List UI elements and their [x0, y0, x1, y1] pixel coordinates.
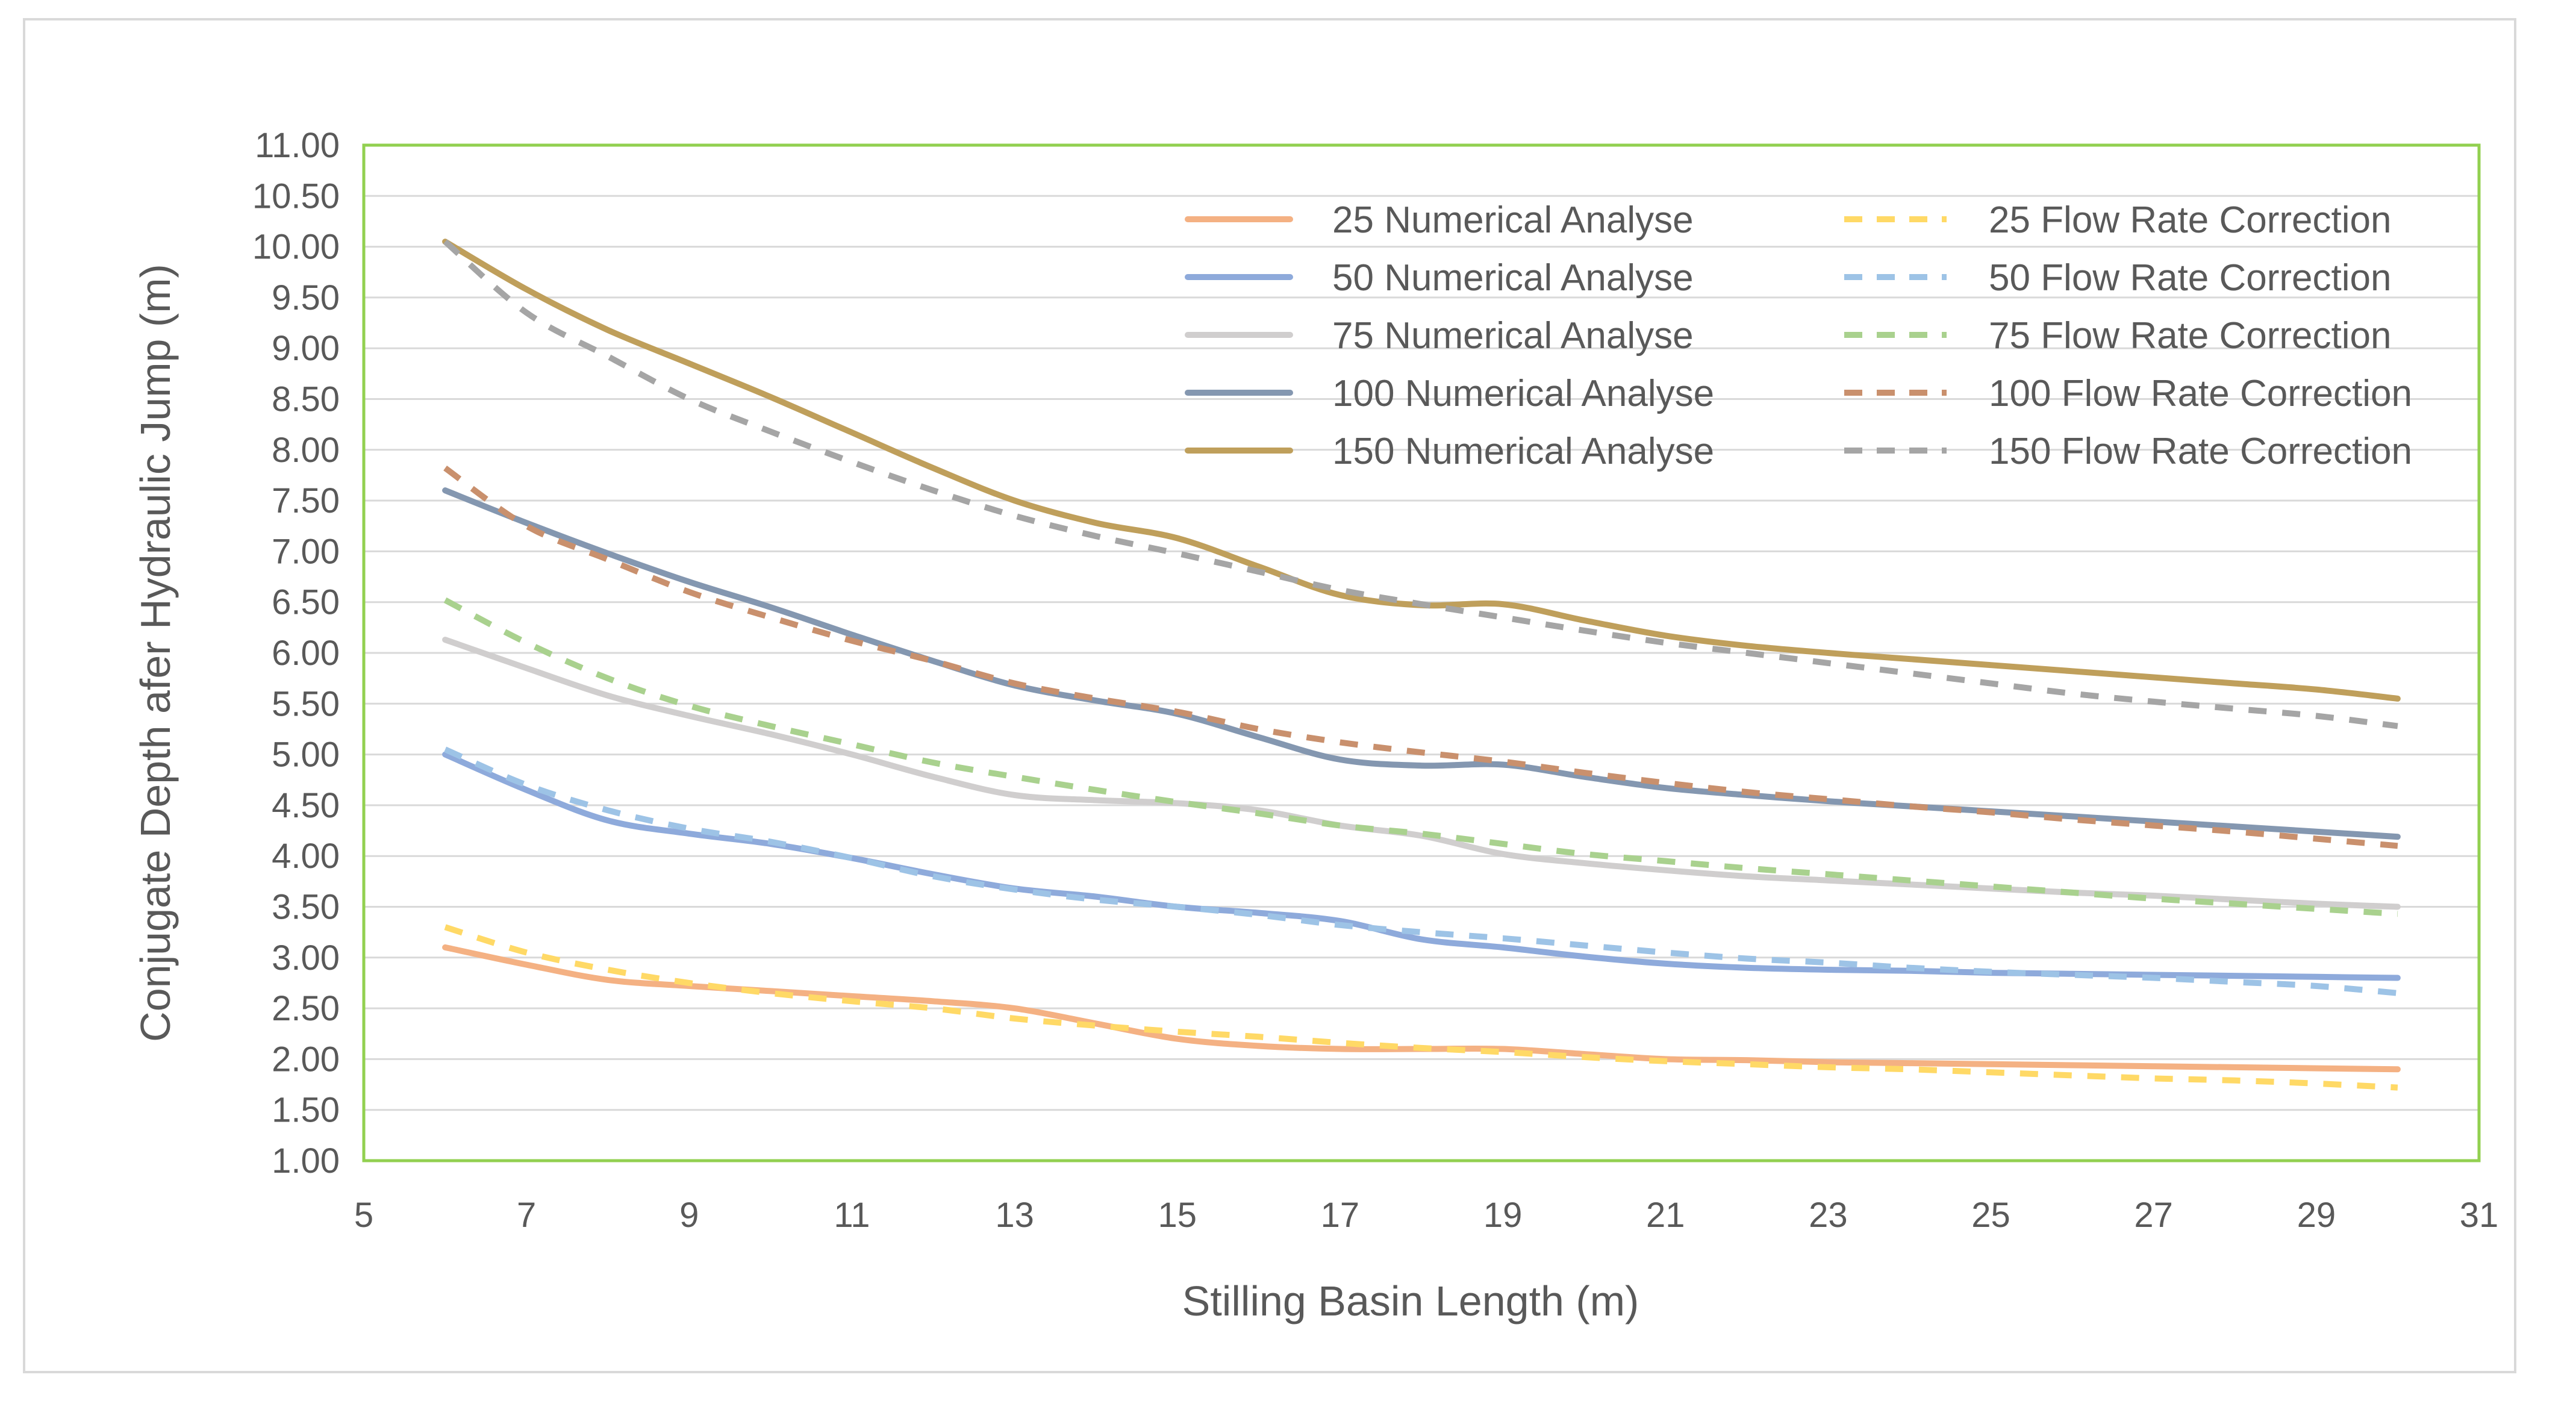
chart-frame: 1.00 1.50 2.00 2.50 3.00 3.50 4.00 4.50 5.00 5.50… [23, 18, 2516, 1373]
y-tick-label: 7.50 [272, 481, 340, 520]
legend-label: 100 Flow Rate Correction [1989, 373, 2412, 414]
legend-label: 75 Flow Rate Correction [1989, 315, 2392, 357]
legend-label: 50 Flow Rate Correction [1989, 257, 2392, 299]
y-tick-label: 1.50 [272, 1091, 340, 1130]
series-line-2 [442, 751, 2401, 981]
x-tick-label: 17 [1321, 1196, 1360, 1235]
x-tick-label: 31 [2460, 1196, 2499, 1235]
y-tick-label: 10.50 [252, 176, 340, 216]
legend-label: 75 Numerical Analyse [1332, 315, 1694, 357]
y-tick-label: 8.00 [272, 431, 340, 470]
series-line-7 [443, 466, 2398, 849]
x-tick-label: 23 [1809, 1196, 1848, 1235]
legend-label: 25 Flow Rate Correction [1989, 199, 2392, 241]
y-axis-ticks: 1.00 1.50 2.00 2.50 3.00 3.50 4.00 4.50 5.00 5.50… [252, 126, 340, 1181]
legend-label: 50 Numerical Analyse [1332, 257, 1694, 299]
x-tick-label: 29 [2297, 1196, 2336, 1235]
y-tick-label: 9.50 [272, 278, 340, 317]
series-line-6 [442, 487, 2401, 840]
series-line-1 [444, 924, 2398, 1091]
plot-area-border [362, 143, 2481, 1162]
y-tick-label: 3.00 [272, 938, 340, 978]
x-tick-label: 15 [1158, 1196, 1197, 1235]
x-tick-label: 5 [354, 1196, 373, 1235]
x-axis-title: Stilling Basin Length (m) [1182, 1278, 1639, 1325]
series-line-4 [442, 637, 2401, 910]
y-axis-title: Conjugate Depth afer Hydraulic Jump (m) [132, 264, 179, 1042]
x-tick-label: 21 [1646, 1196, 1685, 1235]
series-line-5 [443, 597, 2398, 917]
line-chart: 1.00 1.50 2.00 2.50 3.00 3.50 4.00 4.50 5.00 5.50… [132, 126, 2498, 1325]
y-tick-label: 11.00 [255, 126, 340, 165]
x-tick-label: 25 [1971, 1196, 2010, 1235]
legend-label: 100 Numerical Analyse [1332, 373, 1714, 414]
y-tick-label: 4.00 [272, 837, 340, 876]
y-tick-label: 2.50 [272, 989, 340, 1028]
x-tick-label: 27 [2134, 1196, 2173, 1235]
x-axis-ticks: 5 7 9 11 13 15 17 19 21 23 25 27 29 31 [354, 1196, 2498, 1235]
series-line-8 [442, 239, 2401, 702]
series-lines [442, 239, 2401, 1091]
x-tick-label: 11 [834, 1196, 870, 1235]
legend-label: 150 Numerical Analyse [1332, 431, 1714, 472]
y-tick-label: 5.50 [272, 684, 340, 723]
y-tick-label: 7.00 [272, 532, 340, 571]
y-tick-label: 4.50 [272, 786, 340, 825]
legend-label: 25 Numerical Analyse [1332, 199, 1694, 241]
y-tick-label: 5.00 [272, 735, 340, 775]
y-tick-label: 2.00 [272, 1040, 340, 1079]
x-tick-label: 13 [995, 1196, 1034, 1235]
y-tick-label: 8.50 [272, 380, 340, 419]
y-tick-label: 9.00 [272, 329, 340, 368]
x-tick-label: 19 [1483, 1196, 1523, 1235]
y-tick-label: 6.00 [272, 634, 340, 673]
series-line-3 [444, 746, 2398, 996]
y-tick-label: 6.50 [272, 583, 340, 622]
legend-label: 150 Flow Rate Correction [1989, 431, 2412, 472]
x-tick-label: 9 [679, 1196, 699, 1235]
y-tick-label: 1.00 [272, 1141, 340, 1181]
legend: 25 Numerical Analyse 25 Flow Rate Correct… [1185, 199, 2412, 472]
y-tick-label: 3.50 [272, 888, 340, 927]
y-tick-label: 10.00 [252, 228, 340, 267]
x-tick-label: 7 [517, 1196, 536, 1235]
